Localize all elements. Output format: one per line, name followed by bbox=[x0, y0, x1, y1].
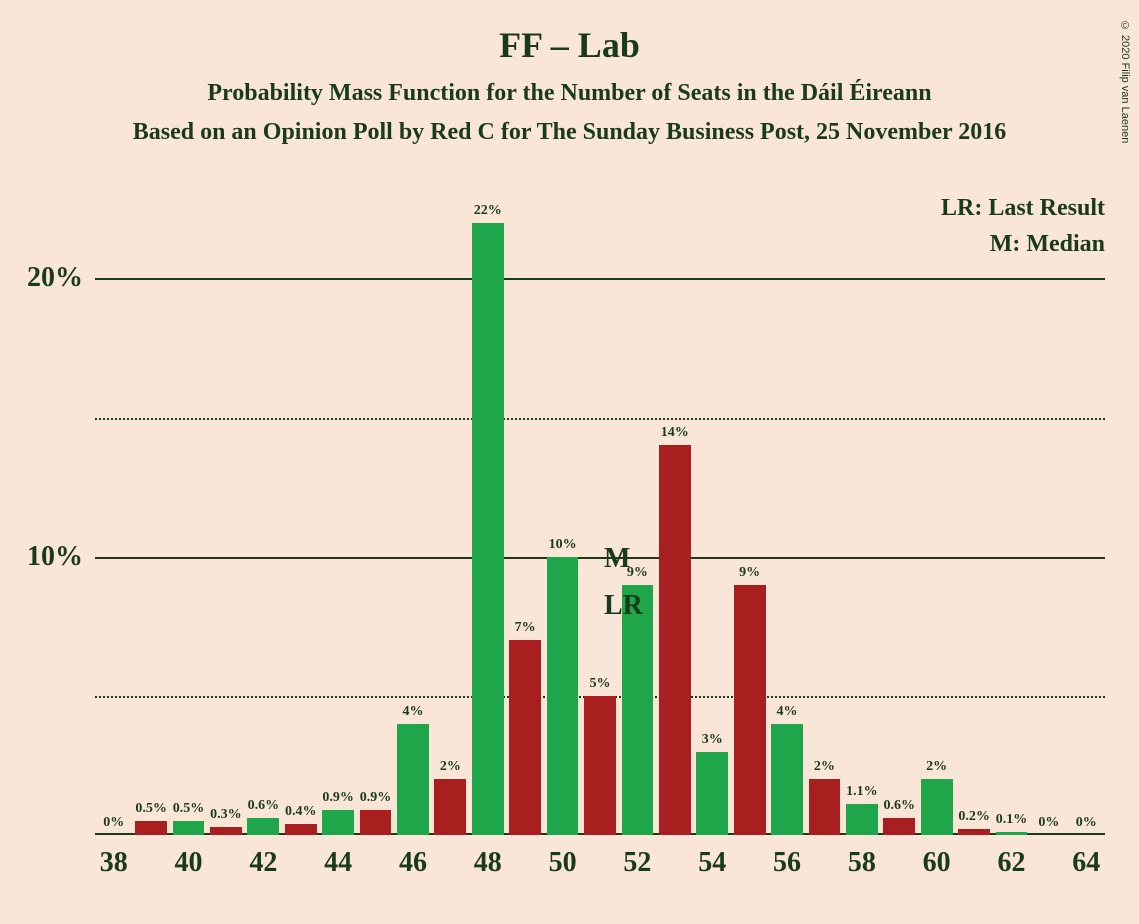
bar: 9% bbox=[734, 585, 766, 835]
bar-label: 22% bbox=[474, 203, 502, 219]
chart-subtitle-1: Probability Mass Function for the Number… bbox=[0, 74, 1139, 113]
x-tick-label: 56 bbox=[773, 847, 801, 879]
bar-label: 0.4% bbox=[285, 804, 317, 820]
gridline bbox=[95, 557, 1105, 559]
bar-label: 0.5% bbox=[173, 801, 205, 817]
y-tick-label: 10% bbox=[27, 541, 83, 573]
bar: 2% bbox=[809, 779, 841, 835]
bar: 1.1% bbox=[846, 804, 878, 835]
chart-container: FF – Lab Probability Mass Function for t… bbox=[0, 0, 1139, 924]
bar: 4% bbox=[397, 724, 429, 835]
x-tick-label: 38 bbox=[100, 847, 128, 879]
bar: 0.9% bbox=[360, 810, 392, 835]
x-tick-label: 52 bbox=[623, 847, 651, 879]
bar-label: 0.9% bbox=[360, 790, 392, 806]
bar-label: 4% bbox=[402, 704, 423, 720]
bar: 4% bbox=[771, 724, 803, 835]
plot-area: 10%20%38404244464850525456586062640%0.5%… bbox=[95, 195, 1105, 835]
bar-label: 5% bbox=[589, 676, 610, 692]
gridline bbox=[95, 418, 1105, 420]
bar-label: 2% bbox=[814, 759, 835, 775]
gridline bbox=[95, 278, 1105, 280]
bar: 0.6% bbox=[883, 818, 915, 835]
bar-label: 0.9% bbox=[322, 790, 354, 806]
bar: 9% bbox=[622, 585, 654, 835]
bar: 7% bbox=[509, 640, 541, 835]
bar-label: 0.2% bbox=[958, 809, 990, 825]
bar-label: 4% bbox=[777, 704, 798, 720]
bar: 2% bbox=[921, 779, 953, 835]
bar-label: 0.5% bbox=[135, 801, 167, 817]
bar: 10% bbox=[547, 557, 579, 835]
bar: 0.3% bbox=[210, 827, 242, 835]
bar-label: 0% bbox=[1076, 815, 1097, 831]
bar-label: 3% bbox=[702, 732, 723, 748]
bar: 0.4% bbox=[285, 824, 317, 835]
bar: 0.5% bbox=[173, 821, 205, 835]
chart-title: FF – Lab bbox=[0, 0, 1139, 74]
x-tick-label: 46 bbox=[399, 847, 427, 879]
bar-label: 0% bbox=[103, 815, 124, 831]
x-tick-label: 50 bbox=[549, 847, 577, 879]
bar-label: 0.3% bbox=[210, 807, 242, 823]
x-tick-label: 40 bbox=[175, 847, 203, 879]
x-tick-label: 64 bbox=[1072, 847, 1100, 879]
x-tick-label: 42 bbox=[249, 847, 277, 879]
bar: 22% bbox=[472, 223, 504, 835]
bar-label: 1.1% bbox=[846, 784, 878, 800]
x-tick-label: 60 bbox=[923, 847, 951, 879]
bar: 0.2% bbox=[958, 829, 990, 835]
bar: 0.5% bbox=[135, 821, 167, 835]
bar: 14% bbox=[659, 445, 691, 835]
chart-subtitle-2: Based on an Opinion Poll by Red C for Th… bbox=[0, 113, 1139, 152]
y-tick-label: 20% bbox=[27, 262, 83, 294]
bar-label: 0.1% bbox=[996, 812, 1028, 828]
bar: 2% bbox=[434, 779, 466, 835]
bar: 0.6% bbox=[247, 818, 279, 835]
annotation-m: M bbox=[604, 543, 630, 575]
x-tick-label: 62 bbox=[997, 847, 1025, 879]
copyright-text: © 2020 Filip van Laenen bbox=[1119, 20, 1131, 143]
bar: 0.1% bbox=[996, 832, 1028, 835]
bar-label: 14% bbox=[661, 425, 689, 441]
bar-label: 10% bbox=[549, 537, 577, 553]
bar-label: 7% bbox=[515, 620, 536, 636]
bar-label: 9% bbox=[739, 565, 760, 581]
bar-label: 2% bbox=[926, 759, 947, 775]
bar: 5% bbox=[584, 696, 616, 835]
x-tick-label: 48 bbox=[474, 847, 502, 879]
x-tick-label: 44 bbox=[324, 847, 352, 879]
x-tick-label: 54 bbox=[698, 847, 726, 879]
x-tick-label: 58 bbox=[848, 847, 876, 879]
bar-label: 0% bbox=[1038, 815, 1059, 831]
bar-label: 0.6% bbox=[248, 798, 280, 814]
bar: 3% bbox=[696, 752, 728, 835]
bar-label: 2% bbox=[440, 759, 461, 775]
bar-label: 0.6% bbox=[884, 798, 916, 814]
bar: 0.9% bbox=[322, 810, 354, 835]
annotation-lr: LR bbox=[604, 590, 643, 622]
